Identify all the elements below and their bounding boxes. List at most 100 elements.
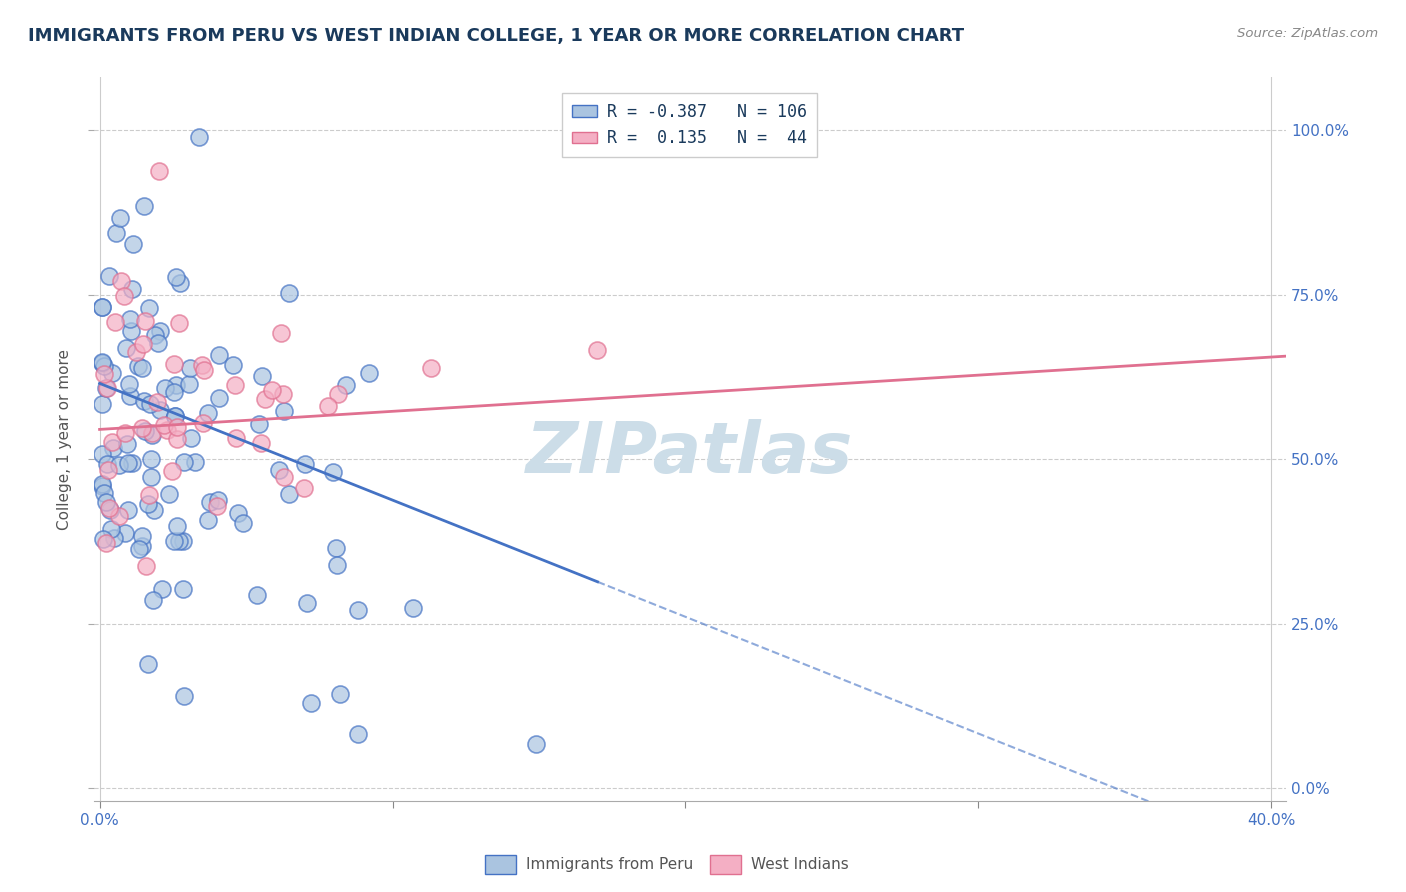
Point (225, 431, 247, 445)
Legend: R = -0.387   N = 106, R =  0.135   N =  44: R = -0.387 N = 106, R = 0.135 N = 44 (562, 93, 817, 157)
Point (179, 377, 201, 392)
Point (112, 289, 135, 303)
Text: West Indians: West Indians (751, 857, 849, 871)
Point (402, 600, 425, 615)
Point (172, 582, 194, 597)
Point (166, 432, 188, 446)
Point (299, 697, 322, 711)
Point (134, 394, 156, 409)
Point (277, 487, 299, 501)
Point (271, 386, 294, 401)
Point (91, 356, 114, 370)
Point (165, 409, 187, 424)
Point (146, 394, 169, 409)
Point (292, 481, 315, 495)
Point (167, 533, 190, 548)
Point (103, 531, 125, 545)
Point (98, 268, 121, 283)
Point (149, 324, 172, 338)
Point (146, 336, 169, 351)
Point (114, 426, 136, 441)
Point (163, 385, 186, 400)
Point (231, 516, 253, 531)
Point (197, 512, 219, 526)
Point (222, 358, 245, 372)
Point (167, 316, 190, 330)
Point (120, 324, 142, 338)
Point (132, 337, 155, 351)
Point (270, 326, 292, 340)
Point (121, 456, 143, 470)
Point (122, 236, 145, 251)
Point (139, 451, 162, 466)
Point (143, 327, 166, 342)
Text: ZIPatlas: ZIPatlas (526, 419, 853, 488)
Point (93, 486, 115, 500)
Point (100, 434, 122, 449)
Point (165, 378, 187, 392)
Point (103, 315, 125, 329)
Point (97, 463, 120, 477)
Point (131, 421, 153, 435)
Point (131, 529, 153, 543)
Point (107, 458, 129, 473)
Point (207, 492, 229, 507)
Point (97, 500, 120, 515)
Point (108, 211, 131, 226)
Point (173, 689, 195, 703)
Point (252, 368, 274, 383)
Point (125, 344, 148, 359)
Point (191, 359, 214, 373)
Point (132, 198, 155, 212)
Point (172, 534, 194, 549)
Point (120, 311, 142, 326)
Point (208, 392, 231, 406)
Point (139, 396, 162, 410)
Point (169, 276, 191, 290)
Point (117, 456, 139, 470)
Point (347, 602, 370, 616)
Point (246, 587, 269, 601)
Point (325, 541, 347, 555)
Point (335, 377, 357, 392)
Point (100, 366, 122, 380)
Point (278, 286, 301, 301)
Point (526, 737, 548, 751)
Point (156, 423, 179, 437)
Point (91, 396, 114, 410)
Point (150, 582, 173, 596)
Point (148, 164, 170, 178)
Point (163, 533, 186, 548)
Point (134, 424, 156, 438)
Point (138, 488, 160, 502)
Point (326, 558, 349, 572)
Point (165, 269, 187, 284)
Point (197, 406, 219, 420)
Point (141, 425, 163, 440)
Point (93, 367, 115, 381)
Point (139, 470, 162, 484)
Point (329, 687, 352, 701)
Point (117, 503, 139, 517)
Point (136, 657, 159, 671)
Point (94, 381, 117, 395)
Point (114, 525, 136, 540)
Point (141, 428, 163, 442)
Point (228, 506, 250, 520)
Point (91, 355, 114, 369)
Point (322, 466, 344, 480)
Point (193, 363, 215, 377)
Point (115, 342, 138, 356)
Point (91, 532, 114, 546)
Point (184, 455, 207, 469)
Text: Immigrants from Peru: Immigrants from Peru (526, 857, 693, 871)
Point (198, 495, 221, 509)
Point (163, 409, 186, 423)
Point (98, 503, 121, 517)
Point (586, 343, 609, 357)
Text: IMMIGRANTS FROM PERU VS WEST INDIAN COLLEGE, 1 YEAR OR MORE CORRELATION CHART: IMMIGRANTS FROM PERU VS WEST INDIAN COLL… (28, 27, 965, 45)
Point (273, 403, 295, 417)
Point (91, 300, 114, 314)
Point (166, 420, 188, 434)
Point (91, 447, 114, 461)
